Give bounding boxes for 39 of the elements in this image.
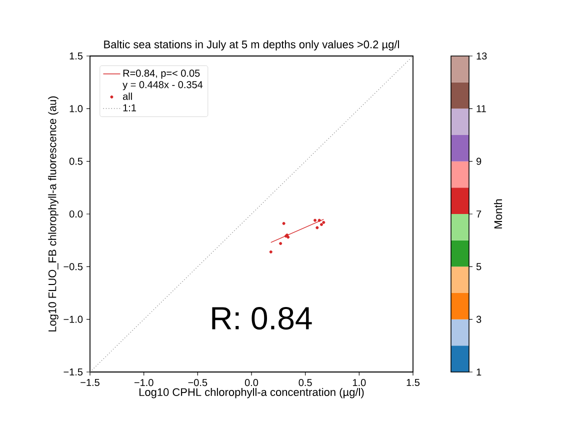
y-tick-label: 0.0 xyxy=(69,210,83,218)
x-tick-label: 0.5 xyxy=(298,379,312,386)
legend-label: R=0.84, p=< 0.05 xyxy=(123,70,200,79)
color-bar-label: 9 xyxy=(476,158,482,165)
x-tick-label: −1.5 xyxy=(80,379,100,386)
chart-title: Baltic sea stations in July at 5 m depths only values >0.2 µg/l xyxy=(104,40,399,50)
y-tick-label: 1.5 xyxy=(70,52,83,60)
point xyxy=(322,220,326,224)
x-tick-label: 1.5 xyxy=(406,379,420,386)
point xyxy=(314,218,317,222)
point xyxy=(279,242,282,245)
point xyxy=(282,222,286,225)
x-tick-label: 0.0 xyxy=(244,379,258,386)
legend-label: all xyxy=(123,92,132,100)
legend-label: 1:1 xyxy=(123,104,136,112)
y-axis-title: Log10 FLUO_FB chlorophyll-a fluorescence (au) xyxy=(48,96,58,332)
point xyxy=(316,226,319,230)
y-tick-label: −1.0 xyxy=(64,316,83,323)
color-bar-title: Month xyxy=(494,199,502,228)
point xyxy=(320,223,323,226)
y-tick-label: −1.5 xyxy=(64,368,83,376)
point xyxy=(318,218,321,222)
point xyxy=(286,236,290,239)
color-bar-label: 11 xyxy=(476,105,486,112)
x-axis-title: Log10 CPHL chlorophyll-a concentration (µg/l) xyxy=(139,388,364,398)
y-tick-label: 1.0 xyxy=(70,105,83,112)
x-tick-label: −1.0 xyxy=(134,379,154,386)
annotation: y = 0.448x - 0.354 xyxy=(122,81,203,90)
color-bar-label: 3 xyxy=(476,316,482,323)
y-tick-label: −0.5 xyxy=(64,263,83,270)
color-bar-label: 13 xyxy=(476,52,487,60)
point xyxy=(269,250,272,254)
x-tick-label: −0.5 xyxy=(188,379,208,386)
color-bar-label: 1 xyxy=(476,368,482,376)
color-bar-label: 5 xyxy=(476,263,482,270)
annotation: R: 0.84 xyxy=(212,306,312,330)
y-tick-label: 0.5 xyxy=(69,158,83,165)
x-tick-label: 1.0 xyxy=(352,379,366,386)
color-bar-label: 7 xyxy=(476,210,482,218)
